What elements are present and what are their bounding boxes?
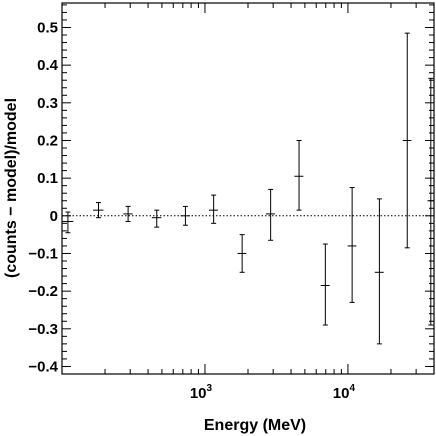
y-tick-label: 0	[50, 208, 58, 225]
y-tick-label: 0.5	[37, 19, 58, 36]
y-tick-label: 0.2	[37, 132, 58, 149]
data-points	[62, 32, 434, 345]
data-point	[151, 209, 162, 228]
y-tick-label: 0.4	[37, 57, 59, 74]
data-point	[208, 194, 219, 224]
x-axis-label: Energy (MeV)	[204, 417, 306, 434]
y-tick-label: −0.1	[28, 245, 58, 262]
data-point	[427, 77, 434, 326]
data-point	[294, 139, 304, 211]
x-tick-label: 104	[333, 383, 356, 402]
data-point	[180, 205, 190, 226]
y-tick-label: −0.2	[28, 283, 58, 300]
x-tick-label: 103	[190, 383, 213, 402]
data-point	[347, 187, 357, 303]
data-point	[265, 188, 276, 241]
data-point	[374, 198, 384, 345]
y-tick-label: −0.3	[28, 321, 58, 338]
plot-frame	[61, 2, 435, 375]
y-tick-label: 0.1	[37, 170, 58, 187]
data-point	[402, 32, 412, 249]
y-tick-label: −0.4	[28, 358, 58, 375]
data-point	[123, 205, 133, 222]
x-axis-ticks: 103 104	[61, 3, 435, 402]
data-point	[62, 211, 74, 234]
y-axis-ticks: −0.4 −0.3 −0.2 −0.1 0 0.1 0.2 0.3 0.4 0.5	[28, 4, 434, 375]
y-tick-label: 0.3	[37, 95, 58, 112]
data-point	[93, 202, 104, 219]
data-point	[320, 243, 330, 326]
y-axis-label: (counts − model)/model	[3, 98, 20, 278]
data-point	[237, 234, 247, 273]
